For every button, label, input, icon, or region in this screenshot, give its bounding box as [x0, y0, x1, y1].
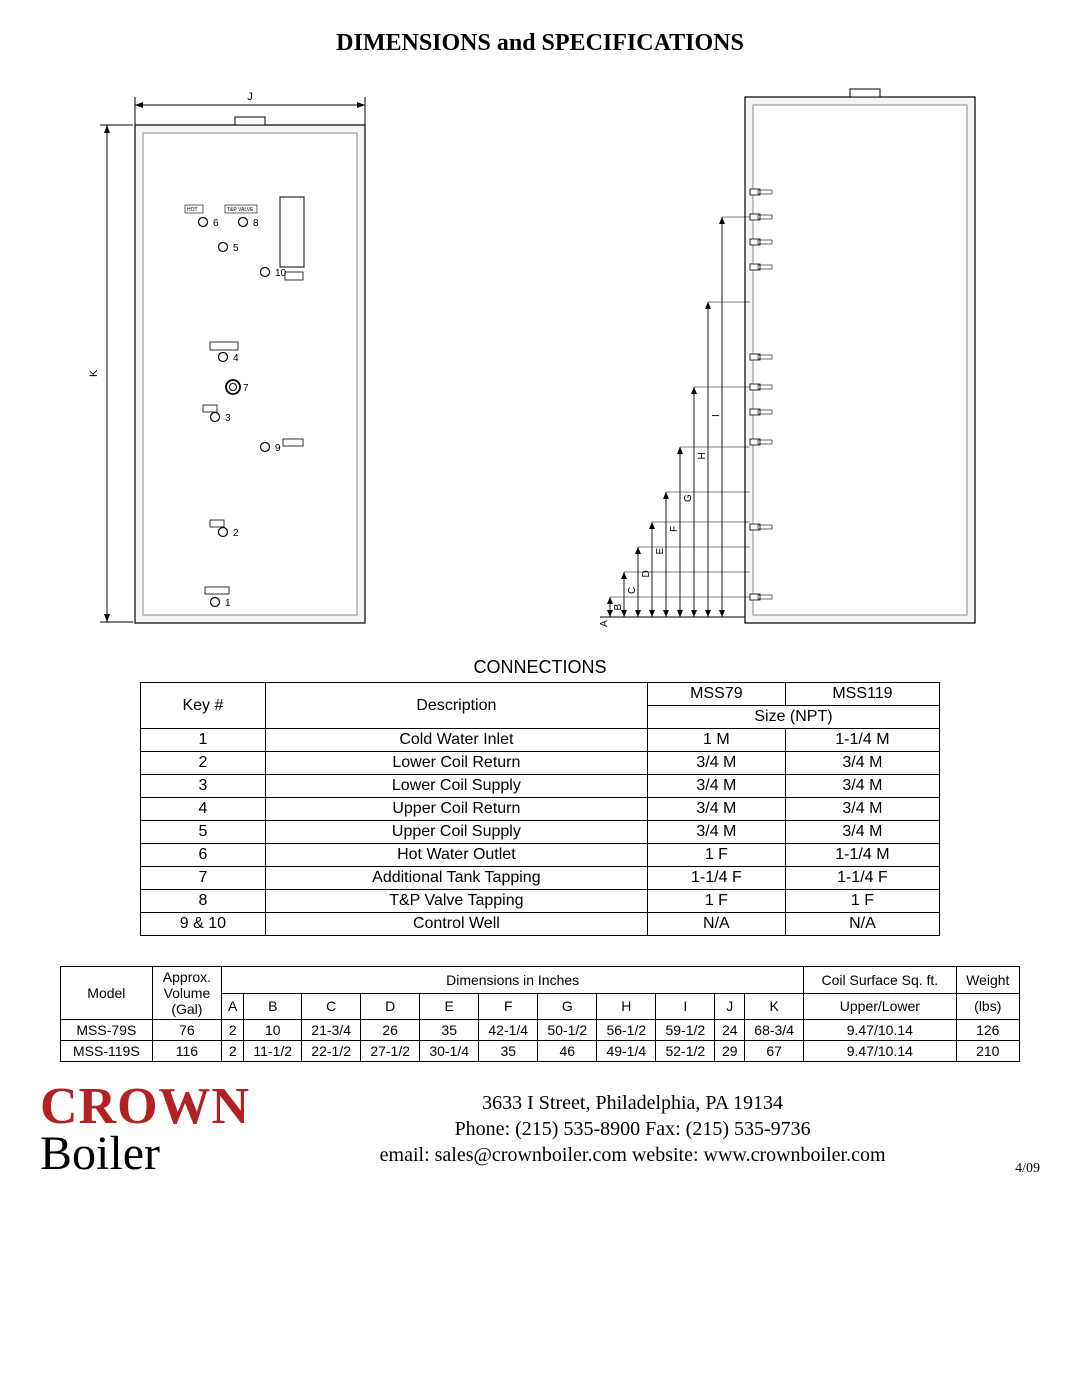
- side-diagram: A B C D E F G H I: [570, 77, 1040, 637]
- dimensions-table: Model Approx.Volume(Gal) Dimensions in I…: [60, 966, 1020, 1062]
- diagram-row: J K 6 HOT 8 T&P VALVE 5 10 4 7 3 9 2 1: [40, 77, 1040, 637]
- logo-boiler: Boiler: [40, 1131, 250, 1177]
- table-row: 3Lower Coil Supply3/4 M3/4 M: [141, 775, 940, 798]
- contact-web: email: sales@crownboiler.com website: ww…: [280, 1142, 985, 1168]
- table-row: 1Cold Water Inlet1 M1-1/4 M: [141, 729, 940, 752]
- table-row: 8T&P Valve Tapping1 F1 F: [141, 890, 940, 913]
- contact-address: 3633 I Street, Philadelphia, PA 19134: [280, 1090, 985, 1116]
- svg-text:7: 7: [243, 383, 249, 394]
- contact-block: 3633 I Street, Philadelphia, PA 19134 Ph…: [280, 1090, 985, 1168]
- svg-text:9: 9: [275, 443, 281, 454]
- svg-text:1: 1: [225, 598, 231, 609]
- svg-text:T&P VALVE: T&P VALVE: [227, 207, 254, 213]
- table-row: 6Hot Water Outlet1 F1-1/4 M: [141, 844, 940, 867]
- svg-text:10: 10: [275, 268, 287, 279]
- svg-text:A: A: [599, 620, 610, 627]
- table-row: MSS-119S116211-1/222-1/227-1/230-1/43546…: [61, 1041, 1020, 1062]
- th-m2: MSS119: [785, 683, 939, 706]
- page-title: DIMENSIONS and SPECIFICATIONS: [40, 30, 1040, 57]
- th-coil-top: Coil Surface Sq. ft.: [804, 967, 956, 994]
- th-weight-top: Weight: [956, 967, 1019, 994]
- connections-table: Key # Description MSS79 MSS119 Size (NPT…: [140, 682, 940, 936]
- svg-text:8: 8: [253, 218, 259, 229]
- front-diagram: J K 6 HOT 8 T&P VALVE 5 10 4 7 3 9 2 1: [40, 77, 510, 637]
- svg-text:6: 6: [213, 218, 219, 229]
- th-size: Size (NPT): [647, 706, 939, 729]
- logo-crown: CROWN: [40, 1082, 250, 1131]
- svg-text:F: F: [669, 526, 680, 532]
- svg-text:G: G: [683, 494, 694, 502]
- logo: CROWN Boiler: [40, 1082, 250, 1177]
- table-row: 5Upper Coil Supply3/4 M3/4 M: [141, 821, 940, 844]
- th-dimhead: Dimensions in Inches: [222, 967, 804, 994]
- doc-date: 4/09: [1015, 1161, 1040, 1177]
- contact-phone: Phone: (215) 535-8900 Fax: (215) 535-973…: [280, 1116, 985, 1142]
- svg-text:H: H: [697, 452, 708, 459]
- table-row: 7Additional Tank Tapping1-1/4 F1-1/4 F: [141, 867, 940, 890]
- svg-text:3: 3: [225, 413, 231, 424]
- th-desc: Description: [265, 683, 647, 729]
- th-m1: MSS79: [647, 683, 785, 706]
- table-row: 4Upper Coil Return3/4 M3/4 M: [141, 798, 940, 821]
- footer: CROWN Boiler 3633 I Street, Philadelphia…: [40, 1082, 1040, 1177]
- svg-text:HOT: HOT: [187, 207, 198, 213]
- svg-text:I: I: [711, 414, 722, 417]
- th-vol: Approx.Volume(Gal): [152, 967, 221, 1020]
- svg-text:B: B: [613, 604, 624, 611]
- table-row: 9 & 10Control WellN/AN/A: [141, 913, 940, 936]
- connections-caption: CONNECTIONS: [40, 657, 1040, 678]
- table-row: 2Lower Coil Return3/4 M3/4 M: [141, 752, 940, 775]
- th-key: Key #: [141, 683, 266, 729]
- svg-text:4: 4: [233, 353, 239, 364]
- th-model: Model: [61, 967, 153, 1020]
- table-row: MSS-79S7621021-3/4263542-1/450-1/256-1/2…: [61, 1020, 1020, 1041]
- svg-text:5: 5: [233, 243, 239, 254]
- svg-text:E: E: [655, 548, 666, 555]
- svg-text:2: 2: [233, 528, 239, 539]
- dim-k-label: K: [88, 369, 100, 377]
- svg-text:C: C: [627, 587, 638, 594]
- dim-j-label: J: [247, 91, 253, 103]
- svg-text:D: D: [641, 570, 652, 577]
